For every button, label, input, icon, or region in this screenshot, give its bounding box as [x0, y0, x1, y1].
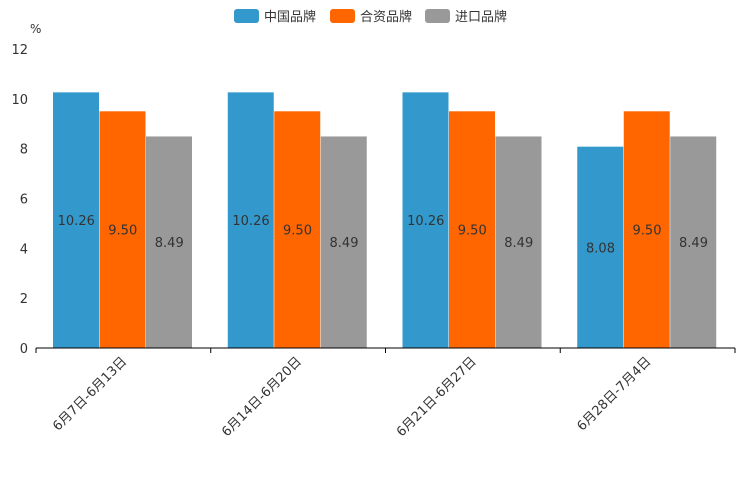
bar-value-label: 9.50 [633, 224, 662, 239]
legend: 中国品牌 合资品牌 进口品牌 [234, 9, 507, 25]
x-tick-label: 6月14日-6月20日 [219, 354, 305, 440]
bar[interactable] [99, 111, 146, 349]
legend-swatch [330, 9, 355, 23]
bar-value-label: 8.49 [679, 236, 708, 251]
legend-label: 合资品牌 [360, 9, 412, 25]
legend-swatch [425, 9, 450, 23]
bar[interactable] [274, 111, 321, 349]
x-tick-label: 6月28日-7月4日 [575, 354, 655, 434]
bar[interactable] [577, 146, 624, 348]
bar[interactable] [623, 111, 670, 349]
y-tick-label: 10 [11, 93, 28, 108]
bars: 10.26 10.26 10.26 8.08 9.50 9.50 9.50 9.50 8.49 8… [53, 92, 717, 349]
y-tick-label: 2 [20, 292, 28, 307]
bar[interactable] [320, 136, 367, 348]
y-tick-label: 8 [20, 143, 28, 158]
y-tick-label: 12 [11, 43, 28, 58]
bar[interactable] [670, 136, 717, 348]
legend-label: 中国品牌 [264, 9, 316, 25]
bar[interactable] [53, 92, 99, 348]
y-axis-unit-label: % [30, 22, 41, 36]
x-axis: 6月7日-6月13日 6月14日-6月20日 6月21日-6月27日 6月28日-7月… [35, 347, 736, 440]
x-tick-label: 6月21日-6月27日 [394, 354, 480, 440]
bar-value-label: 8.49 [504, 236, 533, 251]
y-tick-label: 4 [20, 242, 28, 257]
bar-value-label: 10.26 [407, 214, 444, 229]
y-tick-label: 0 [20, 342, 28, 357]
bar[interactable] [227, 92, 274, 348]
bar-value-label: 9.50 [108, 224, 137, 239]
bar-value-label: 10.26 [58, 214, 95, 229]
bar[interactable] [495, 136, 542, 348]
bar-value-label: 8.49 [155, 236, 184, 251]
x-tick-label: 6月7日-6月13日 [50, 354, 130, 434]
y-tick-label: 6 [20, 193, 28, 208]
bar-value-label: 10.26 [232, 214, 269, 229]
bar-value-label: 9.50 [283, 224, 312, 239]
y-axis: 0 2 4 6 8 10 12 [11, 43, 28, 357]
legend-item[interactable]: 进口品牌 [425, 9, 507, 25]
bar-value-label: 8.49 [330, 236, 359, 251]
bar-value-label: 9.50 [458, 224, 487, 239]
bar[interactable] [146, 136, 192, 348]
legend-swatch [234, 9, 259, 23]
bar-value-label: 8.08 [586, 241, 615, 256]
bar[interactable] [449, 111, 495, 349]
legend-item[interactable]: 合资品牌 [330, 9, 412, 25]
legend-label: 进口品牌 [455, 9, 507, 25]
bar[interactable] [402, 92, 449, 348]
legend-item[interactable]: 中国品牌 [234, 9, 316, 25]
